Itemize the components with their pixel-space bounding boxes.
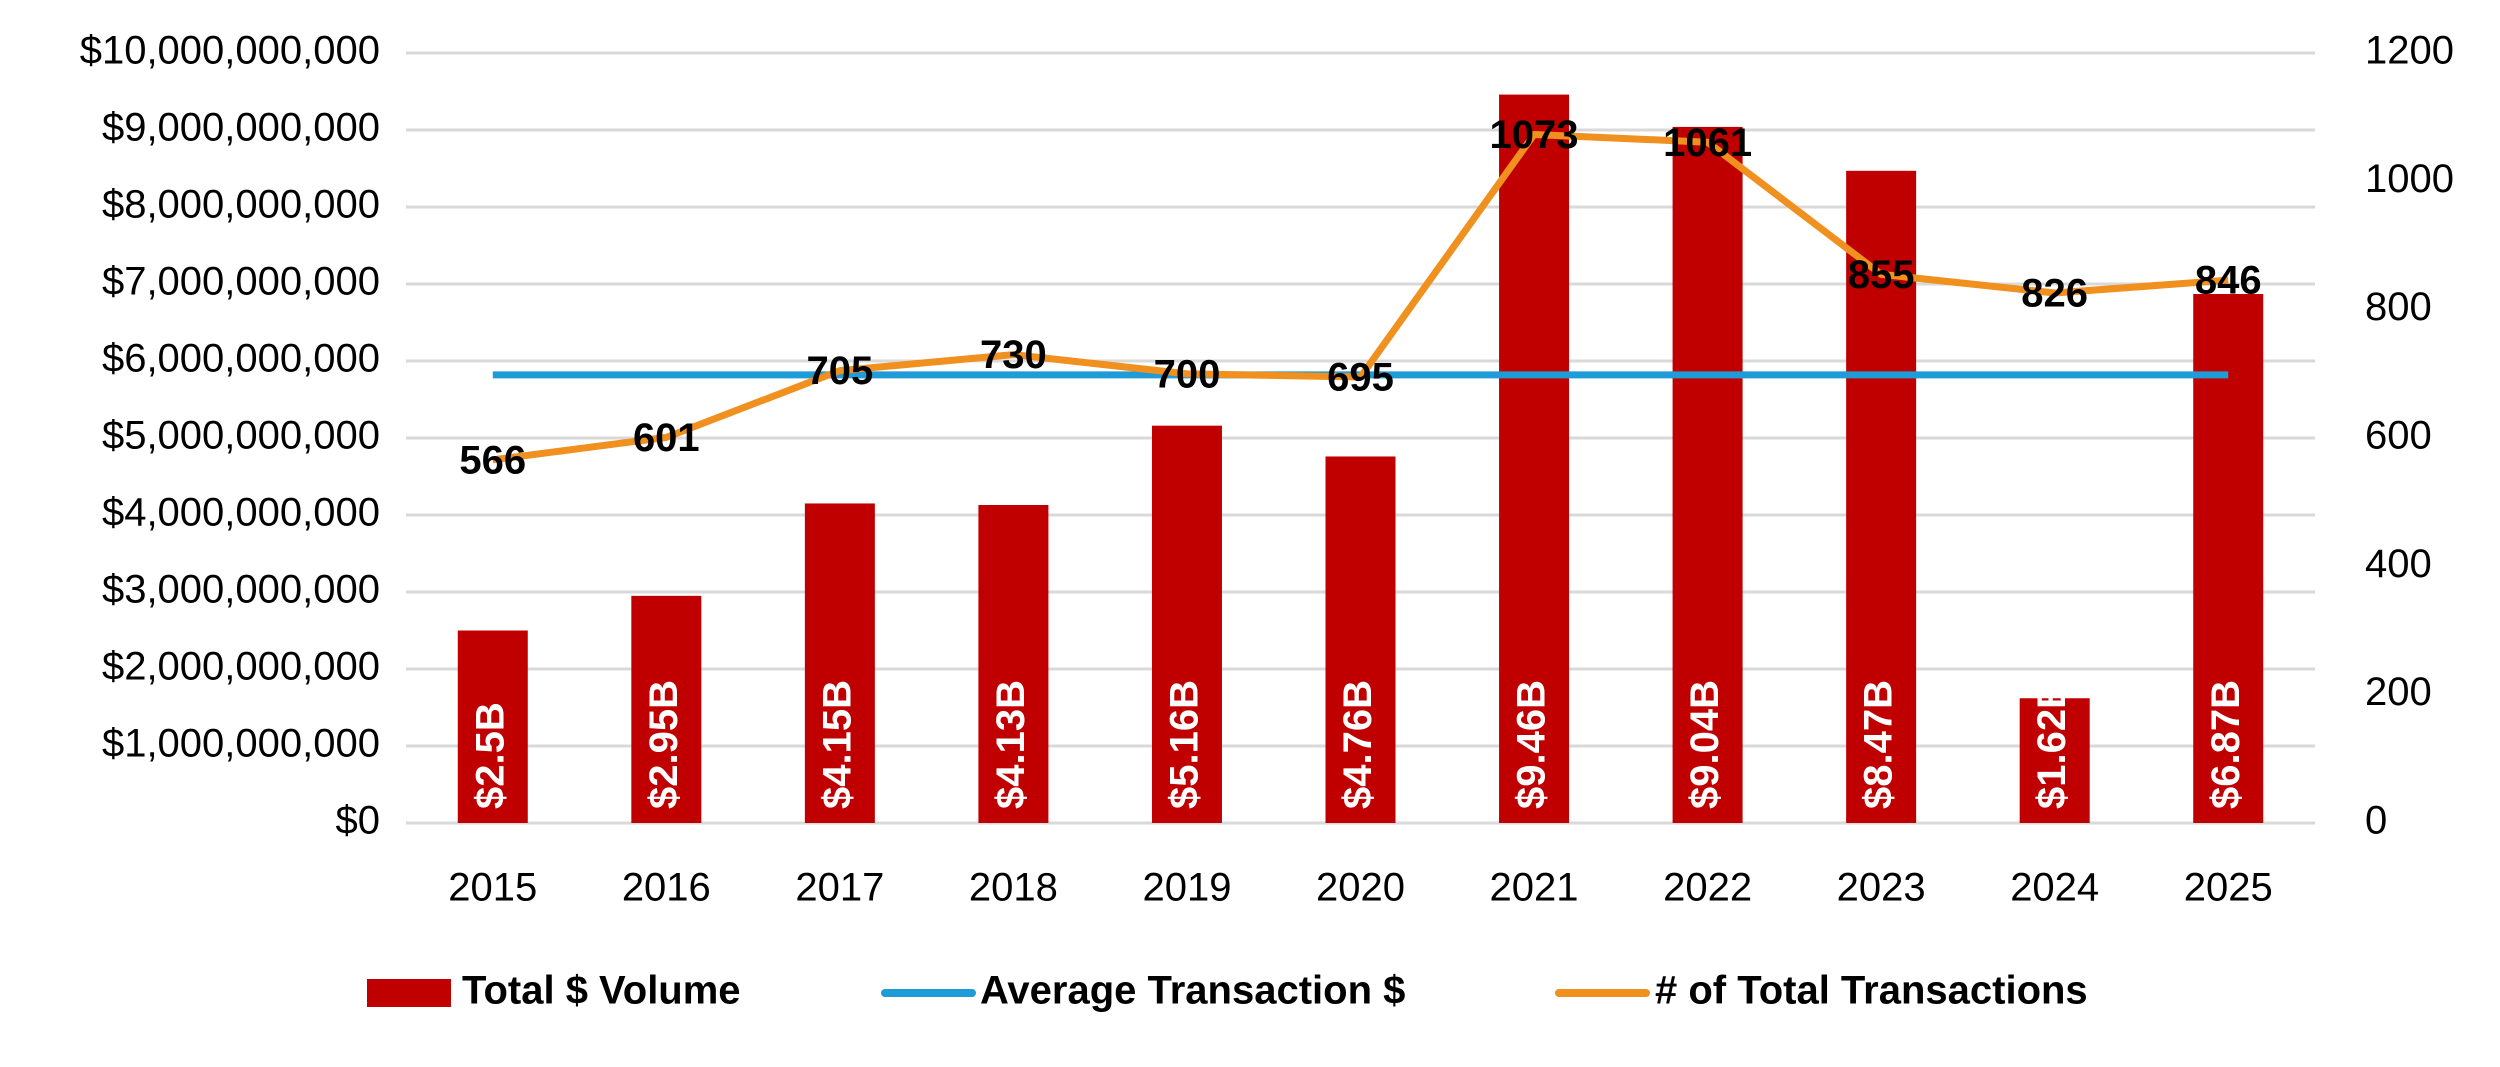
- y2-tick-label: 0: [2365, 799, 2387, 843]
- line-value-label: 826: [2021, 272, 2088, 316]
- line-value-label: 730: [980, 333, 1047, 377]
- y-tick-label: $5,000,000,000: [102, 414, 380, 458]
- x-tick-label: 2022: [1663, 866, 1752, 910]
- x-tick-label: 2019: [1142, 866, 1231, 910]
- y-tick-label: $0: [336, 799, 381, 843]
- bar: [978, 504, 1049, 823]
- bar-value-label: $2.95B: [642, 680, 686, 809]
- line-value-label: 705: [806, 349, 873, 393]
- bar: [804, 503, 875, 823]
- line-value-label: 601: [633, 416, 700, 460]
- legend-swatch: [367, 979, 451, 1007]
- bar-value-label: $9.04B: [1683, 680, 1727, 809]
- legend-label: # of Total Transactions: [1655, 969, 2088, 1013]
- x-tick-label: 2015: [448, 866, 537, 910]
- y-tick-label: $6,000,000,000: [102, 337, 380, 381]
- x-tick-label: 2023: [1837, 866, 1926, 910]
- y-tick-label: $2,000,000,000: [102, 645, 380, 689]
- bar: [2193, 294, 2264, 823]
- x-tick-label: 2020: [1316, 866, 1405, 910]
- line-value-label: 695: [1327, 356, 1394, 400]
- line: [492, 130, 2229, 464]
- y2-tick-label: 400: [2365, 542, 2432, 586]
- bar: [1151, 425, 1222, 823]
- y2-tick-label: 600: [2365, 414, 2432, 458]
- line-value-label: 846: [2195, 259, 2262, 303]
- line-value-label: 700: [1154, 352, 1221, 396]
- bar-value-label: $4.76B: [1336, 680, 1380, 809]
- legend-label: Average Transaction $: [980, 969, 1405, 1013]
- x-tick-label: 2018: [969, 866, 1058, 910]
- line-value-label: 1073: [1490, 113, 1579, 157]
- y-tick-label: $8,000,000,000: [102, 183, 380, 227]
- line-value-label: 1061: [1663, 121, 1752, 165]
- bar-value-label: $4.15B: [815, 680, 859, 809]
- x-tick-label: 2016: [622, 866, 711, 910]
- bar-value-label: $5.16B: [1163, 680, 1207, 809]
- bar: [1499, 94, 1570, 823]
- y-tick-label: $1,000,000,000: [102, 722, 380, 766]
- x-tick-label: 2025: [2184, 866, 2273, 910]
- y2-tick-label: 1200: [2365, 29, 2454, 73]
- line-value-label: 566: [459, 438, 526, 482]
- bar-value-label: $6.87B: [2204, 680, 2248, 809]
- bar-value-label: $8.47B: [1857, 680, 1901, 809]
- y-tick-label: $9,000,000,000: [102, 106, 380, 150]
- line-value-label: 855: [1848, 253, 1915, 297]
- x-tick-label: 2024: [2010, 866, 2099, 910]
- y2-tick-label: 1000: [2365, 157, 2454, 201]
- x-tick-label: 2017: [795, 866, 884, 910]
- y-tick-label: $4,000,000,000: [102, 491, 380, 535]
- y-tick-label: $10,000,000,000: [80, 29, 380, 73]
- y-tick-label: $3,000,000,000: [102, 568, 380, 612]
- bar-value-label: $4.13B: [989, 680, 1033, 809]
- bar: [2019, 698, 2090, 823]
- bar: [1672, 126, 1743, 824]
- x-tick-label: 2021: [1490, 866, 1579, 910]
- bar: [457, 630, 528, 823]
- y2-tick-label: 800: [2365, 285, 2432, 329]
- bar: [1325, 456, 1396, 823]
- y-tick-label: $7,000,000,000: [102, 260, 380, 304]
- bar: [631, 595, 702, 823]
- bar-value-label: $1.62B: [2030, 680, 2074, 809]
- bar-value-label: $2.5B: [468, 702, 512, 809]
- y2-tick-label: 200: [2365, 670, 2432, 714]
- legend-label: Total $ Volume: [462, 969, 741, 1013]
- bar-value-label: $9.46B: [1510, 680, 1554, 809]
